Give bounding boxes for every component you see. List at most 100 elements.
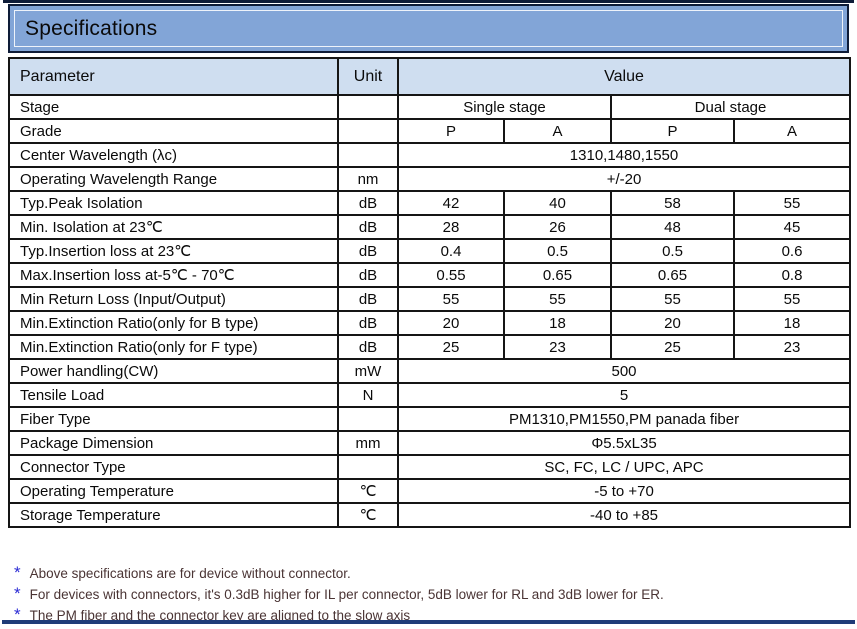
value-cell: 1310,1480,1550 [396, 142, 852, 168]
unit-cell [337, 94, 399, 120]
param-cell: Typ.Peak Isolation [8, 190, 339, 216]
table-row: Storage Temperature ℃ -40 to +85 [8, 502, 852, 528]
unit-cell: ℃ [337, 502, 399, 528]
unit-cell [337, 406, 399, 432]
value-cell: 0.65 [610, 262, 735, 288]
value-cell: Dual stage [609, 94, 852, 120]
table-row: Stage Single stage Dual stage [8, 94, 852, 120]
value-cell: 0.8 [732, 262, 852, 288]
table-row: Grade P A P A [8, 118, 852, 144]
param-cell: Typ.Insertion loss at 23℃ [8, 238, 339, 264]
spec-table: Parameter Unit Value Stage Single stage Du… [8, 57, 852, 528]
note-line: * For devices with connectors, it's 0.3dB… [14, 584, 850, 605]
value-cell: 55 [732, 190, 852, 216]
param-cell: Min.Extinction Ratio(only for B type) [8, 310, 339, 336]
value-cell: P [397, 118, 505, 144]
title-bar: Specifications [8, 4, 849, 53]
table-row: Typ.Insertion loss at 23℃ dB 0.4 0.5 0.5 0.6 [8, 238, 852, 264]
param-cell: Power handling(CW) [8, 358, 339, 384]
table-row: Min.Extinction Ratio(only for B type) dB 2… [8, 310, 852, 336]
value-cell: 18 [732, 310, 852, 336]
value-cell: 500 [396, 358, 852, 384]
value-cell: 28 [397, 214, 505, 240]
param-cell: Operating Temperature [8, 478, 339, 504]
param-cell: Storage Temperature [8, 502, 339, 528]
value-cell: 23 [503, 334, 612, 360]
value-cell: 58 [610, 190, 735, 216]
value-cell: SC, FC, LC / UPC, APC [396, 454, 852, 480]
unit-cell [337, 142, 399, 168]
unit-cell: nm [337, 166, 399, 192]
param-cell: Tensile Load [8, 382, 339, 408]
value-cell: A [503, 118, 612, 144]
param-cell: Center Wavelength (λc) [8, 142, 339, 168]
value-header-cell: Value [396, 57, 852, 96]
spec-table-body: Stage Single stage Dual stage Grade P A P A Cent… [8, 94, 852, 528]
param-cell: Stage [8, 94, 339, 120]
value-cell: 55 [503, 286, 612, 312]
unit-cell: dB [337, 238, 399, 264]
table-row: Typ.Peak Isolation dB 42 40 58 55 [8, 190, 852, 216]
unit-cell: dB [337, 262, 399, 288]
value-cell: A [732, 118, 852, 144]
value-cell: 0.4 [397, 238, 505, 264]
unit-cell: dB [337, 214, 399, 240]
page-title: Specifications [25, 16, 158, 40]
table-row: Min.Extinction Ratio(only for F type) dB 2… [8, 334, 852, 360]
unit-cell: dB [337, 310, 399, 336]
param-cell: Max.Insertion loss at-5℃ - 70℃ [8, 262, 339, 288]
value-cell: 20 [397, 310, 505, 336]
top-divider [3, 0, 854, 3]
notes: * Above specifications are for device wit… [14, 563, 850, 626]
unit-header-cell: Unit [337, 57, 399, 96]
param-cell: Fiber Type [8, 406, 339, 432]
value-cell: P [610, 118, 735, 144]
table-row: Min Return Loss (Input/Output) dB 55 55 55 55 [8, 286, 852, 312]
note-line: * The PM fiber and the connector key are … [14, 605, 850, 626]
value-cell: +/-20 [396, 166, 852, 192]
value-cell: 0.5 [503, 238, 612, 264]
value-cell: 0.5 [610, 238, 735, 264]
unit-cell: ℃ [337, 478, 399, 504]
note-text: For devices with connectors, it's 0.3dB … [29, 587, 664, 602]
value-cell: Φ5.5xL35 [396, 430, 852, 456]
unit-cell: dB [337, 286, 399, 312]
table-row: Operating Wavelength Range nm +/-20 [8, 166, 852, 192]
value-cell: 40 [503, 190, 612, 216]
note-text: Above specifications are for device with… [29, 566, 351, 581]
unit-cell [337, 454, 399, 480]
table-row: Fiber Type PM1310,PM1550,PM panada fiber [8, 406, 852, 432]
value-cell: 25 [610, 334, 735, 360]
unit-cell: N [337, 382, 399, 408]
value-cell: 25 [397, 334, 505, 360]
parameter-header-cell: Parameter [8, 57, 339, 96]
table-row: Center Wavelength (λc) 1310,1480,1550 [8, 142, 852, 168]
unit-cell: dB [337, 190, 399, 216]
bottom-divider [2, 620, 855, 624]
value-cell: 23 [732, 334, 852, 360]
note-text: The PM fiber and the connector key are a… [29, 608, 411, 623]
value-cell: -5 to +70 [396, 478, 852, 504]
unit-cell [337, 118, 399, 144]
table-row: Operating Temperature ℃ -5 to +70 [8, 478, 852, 504]
value-cell: 55 [397, 286, 505, 312]
value-cell: 0.65 [503, 262, 612, 288]
param-cell: Connector Type [8, 454, 339, 480]
title-inner-frame: Specifications [14, 10, 843, 47]
asterisk-marker: * [14, 563, 21, 582]
value-cell: 42 [397, 190, 505, 216]
value-cell: 55 [732, 286, 852, 312]
note-line: * Above specifications are for device wit… [14, 563, 850, 584]
table-row: Max.Insertion loss at-5℃ - 70℃ dB 0.55 0.65… [8, 262, 852, 288]
unit-cell: mW [337, 358, 399, 384]
param-cell: Min. Isolation at 23℃ [8, 214, 339, 240]
value-cell: 18 [503, 310, 612, 336]
param-cell: Grade [8, 118, 339, 144]
param-cell: Package Dimension [8, 430, 339, 456]
unit-cell: mm [337, 430, 399, 456]
table-row: Tensile Load N 5 [8, 382, 852, 408]
asterisk-marker: * [14, 584, 21, 603]
value-cell: 26 [503, 214, 612, 240]
value-cell: PM1310,PM1550,PM panada fiber [396, 406, 852, 432]
value-cell: -40 to +85 [396, 502, 852, 528]
